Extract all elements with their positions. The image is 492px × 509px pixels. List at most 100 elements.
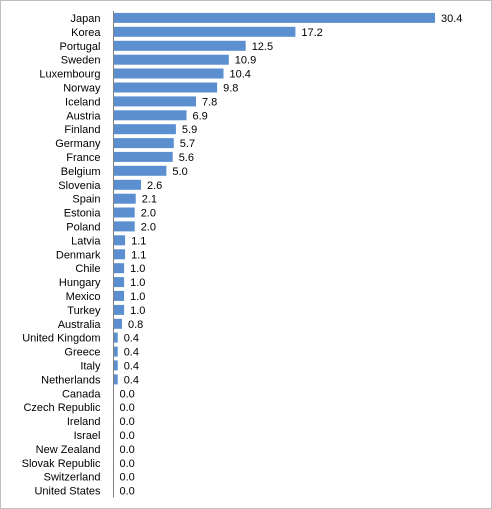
bar-hungary [113,277,125,288]
category-label-norway: Norway [63,83,101,95]
category-label-chile: Chile [75,263,100,275]
value-label-portugal: 12.5 [252,41,273,53]
value-label-netherlands: 0.4 [124,374,139,386]
bar-latvia [113,235,126,246]
bar-italy [113,360,118,371]
category-label-luxembourg: Luxembourg [39,69,100,81]
bar-estonia [113,207,135,218]
category-label-sweden: Sweden [61,55,101,67]
bar-turkey [113,304,125,315]
category-label-netherlands: Netherlands [41,374,101,386]
category-label-israel: Israel [74,430,101,442]
value-label-korea: 17.2 [301,27,322,39]
category-label-united-kingdom: United Kingdom [22,333,100,345]
bar-sweden [113,54,229,65]
category-label-belgium: Belgium [61,166,101,178]
category-label-spain: Spain [72,194,100,206]
bar-belgium [113,165,167,176]
value-label-slovenia: 2.6 [147,180,162,192]
category-label-austria: Austria [66,110,101,122]
value-label-switzerland: 0.0 [120,472,135,484]
category-label-korea: Korea [71,27,101,39]
bar-chile [113,263,125,274]
value-label-austria: 6.9 [193,110,208,122]
category-label-iceland: Iceland [65,96,100,108]
category-label-greece: Greece [64,347,100,359]
bar-luxembourg [113,68,224,79]
value-label-israel: 0.0 [120,430,135,442]
category-label-mexico: Mexico [66,291,101,303]
value-label-poland: 2.0 [141,221,156,233]
value-label-australia: 0.8 [128,319,143,331]
category-label-switzerland: Switzerland [44,472,101,484]
value-labels: 30.4 17.2 12.5 10.9 10.4 9.8 7.8 6.9 5.9 5.7 5.6 5.… [120,13,463,498]
category-label-germany: Germany [55,138,101,150]
value-label-turkey: 1.0 [130,305,145,317]
value-label-latvia: 1.1 [131,235,146,247]
bar-netherlands [113,374,118,385]
bar-denmark [113,249,126,260]
category-label-japan: Japan [71,13,101,25]
category-label-hungary: Hungary [59,277,101,289]
bar-austria [113,110,187,121]
value-label-luxembourg: 10.4 [230,69,251,81]
value-label-united-states: 0.0 [120,486,135,498]
bar-australia [113,318,122,329]
value-label-ireland: 0.0 [120,416,135,428]
bar-japan [113,12,435,23]
value-label-greece: 0.4 [124,347,139,359]
value-label-iceland: 7.8 [202,96,217,108]
category-label-estonia: Estonia [64,208,102,220]
category-label-ireland: Ireland [67,416,101,428]
value-label-slovak-republic: 0.0 [120,458,135,470]
category-label-denmark: Denmark [56,249,101,261]
value-label-estonia: 2.0 [141,208,156,220]
category-label-france: France [66,152,100,164]
category-label-new-zealand: New Zealand [36,444,101,456]
bar-iceland [113,96,196,107]
category-label-canada: Canada [62,388,101,400]
bar-greece [113,346,118,357]
value-label-new-zealand: 0.0 [120,444,135,456]
category-label-finland: Finland [64,124,100,136]
category-label-portugal: Portugal [60,41,101,53]
category-label-turkey: Turkey [67,305,101,317]
bar-spain [113,193,136,204]
value-label-sweden: 10.9 [235,55,256,67]
value-label-united-kingdom: 0.4 [124,333,139,345]
bars-group [113,12,435,385]
value-label-norway: 9.8 [223,83,238,95]
value-label-spain: 2.1 [142,194,157,206]
category-label-poland: Poland [66,221,100,233]
bar-finland [113,124,176,135]
bar-france [113,151,173,162]
value-label-france: 5.6 [179,152,194,164]
value-label-czech-republic: 0.0 [120,402,135,414]
bar-poland [113,221,135,232]
bar-korea [113,26,296,37]
value-label-chile: 1.0 [130,263,145,275]
category-label-italy: Italy [80,360,101,372]
value-label-germany: 5.7 [180,138,195,150]
value-label-japan: 30.4 [441,13,462,25]
value-label-belgium: 5.0 [172,166,187,178]
value-label-denmark: 1.1 [131,249,146,261]
bar-mexico [113,290,125,301]
category-label-united-states: United States [34,486,101,498]
category-label-australia: Australia [58,319,102,331]
value-label-hungary: 1.0 [130,277,145,289]
category-label-slovenia: Slovenia [58,180,101,192]
value-label-mexico: 1.0 [130,291,145,303]
bar-slovenia [113,179,141,190]
value-label-canada: 0.0 [120,388,135,400]
category-label-czech-republic: Czech Republic [23,402,101,414]
value-label-finland: 5.9 [182,124,197,136]
bar-united-kingdom [113,332,118,343]
category-labels: Japan Korea Portugal Sweden Luxembourg Norway… [22,13,102,498]
bar-norway [113,82,218,93]
bar-portugal [113,40,246,51]
category-label-slovak-republic: Slovak Republic [22,458,101,470]
value-label-italy: 0.4 [124,360,139,372]
